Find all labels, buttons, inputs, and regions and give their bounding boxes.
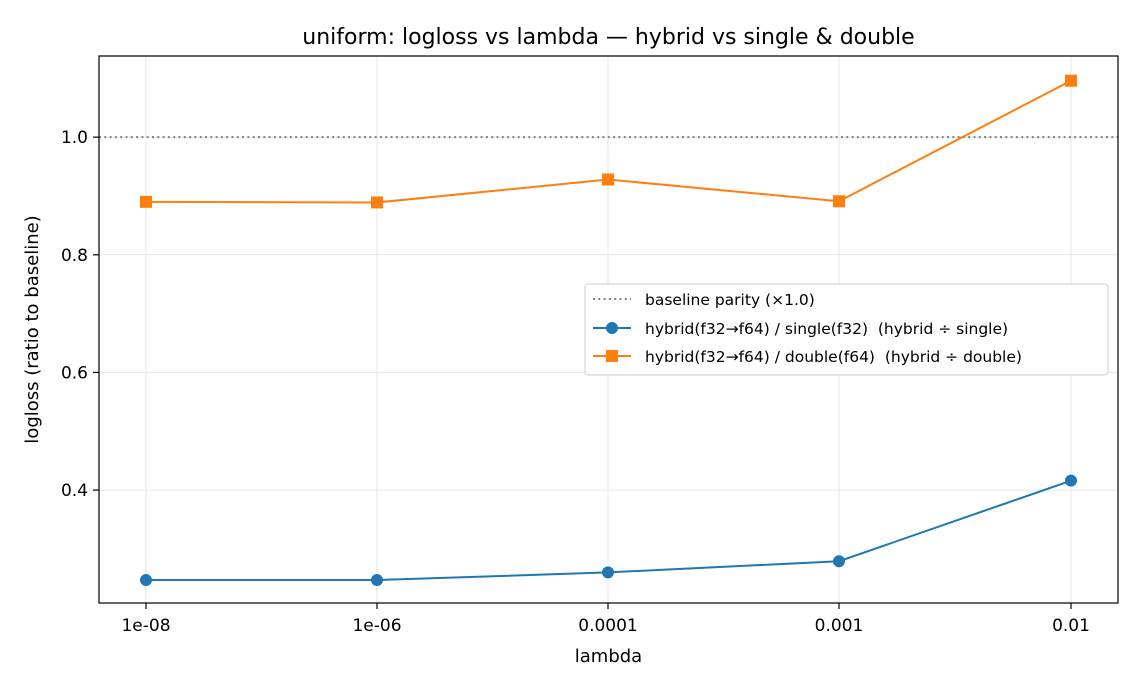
data-point-double xyxy=(371,196,383,209)
y-tick-label: 0.6 xyxy=(61,363,88,383)
series-group xyxy=(140,74,1077,587)
legend-series-double-marker xyxy=(606,350,618,362)
data-point-double xyxy=(602,173,614,186)
legend-box xyxy=(584,283,1109,376)
legend-series-single-marker xyxy=(606,322,618,334)
x-tick-label: 0.01 xyxy=(1052,616,1090,636)
x-tick-label: 1e-08 xyxy=(121,616,170,636)
x-axis: 1e-08 1e-06 0.0001 0.001 0.01 xyxy=(121,603,1090,636)
chart-title: uniform: logloss vs lambda — hybrid vs s… xyxy=(302,25,914,50)
x-tick-label: 1e-06 xyxy=(352,616,401,636)
x-tick-label: 0.001 xyxy=(815,616,864,636)
y-tick-label: 0.8 xyxy=(61,246,88,266)
data-point-double xyxy=(1065,74,1077,87)
data-point-single xyxy=(140,574,152,587)
y-tick-label: 0.4 xyxy=(61,481,88,501)
y-axis-label: logloss (ratio to baseline) xyxy=(22,215,43,443)
data-point-single xyxy=(833,555,845,568)
x-axis-label: lambda xyxy=(575,646,642,667)
data-point-double xyxy=(140,195,152,208)
x-tick-label: 0.0001 xyxy=(578,616,637,636)
data-point-single xyxy=(371,574,383,587)
legend-series-double-label: hybrid(f32→f64) / double(f64) (hybrid ÷ … xyxy=(645,348,1022,366)
legend-series-single-label: hybrid(f32→f64) / single(f32) (hybrid ÷ … xyxy=(645,320,1008,338)
data-point-single xyxy=(602,566,614,579)
legend-baseline-label: baseline parity (×1.0) xyxy=(645,291,815,309)
legend: baseline parity (×1.0) hybrid(f32→f64) /… xyxy=(584,283,1109,376)
data-point-double xyxy=(833,195,845,208)
data-point-single xyxy=(1065,474,1077,487)
y-axis: 0.4 0.6 0.8 1.0 xyxy=(61,128,99,501)
y-tick-label: 1.0 xyxy=(61,128,88,148)
